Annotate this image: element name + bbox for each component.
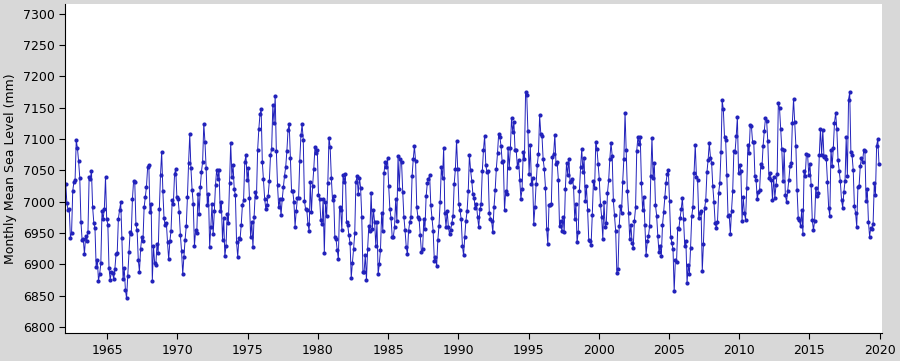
Y-axis label: Monthly Mean Sea Level (mm): Monthly Mean Sea Level (mm) — [4, 74, 17, 264]
